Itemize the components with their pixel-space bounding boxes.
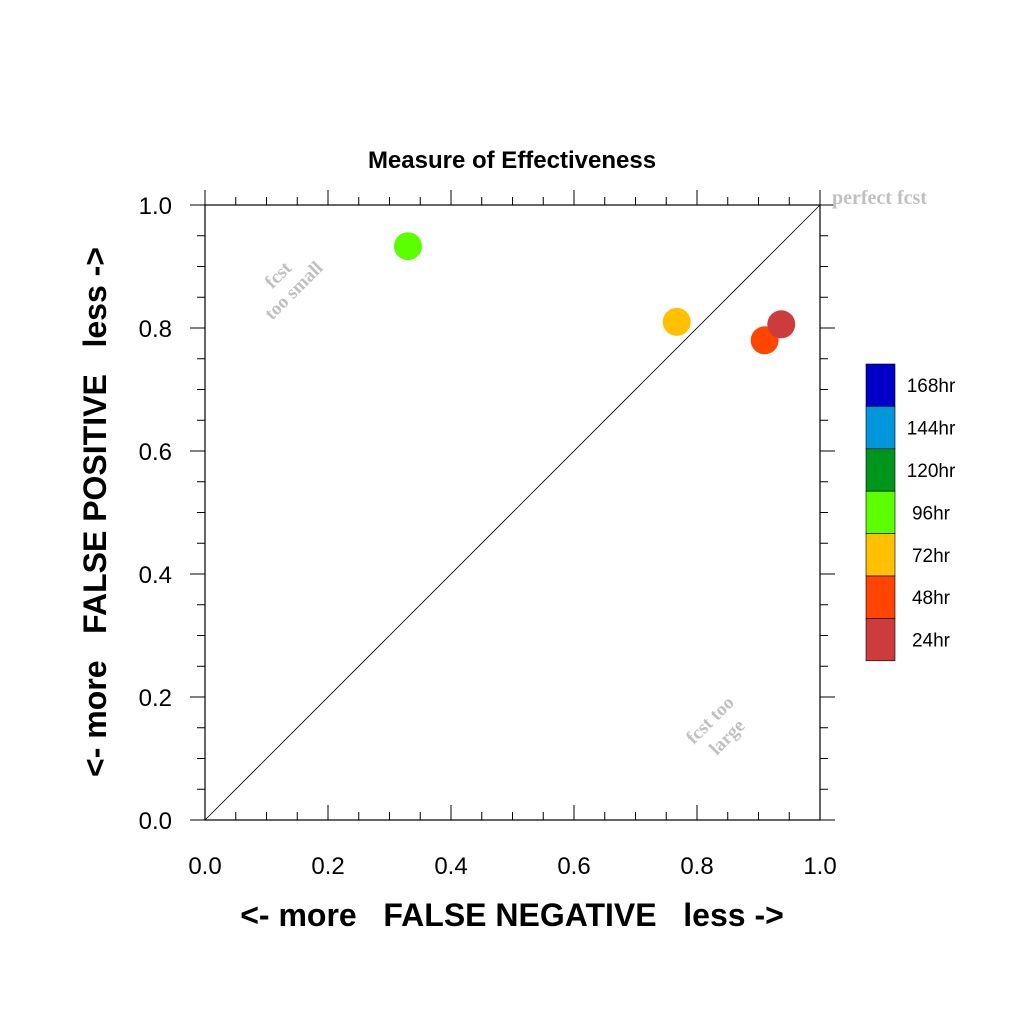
y-tick-label: 0.0 xyxy=(139,808,172,835)
legend-label-48hr: 48hr xyxy=(912,588,951,609)
legend-label-72hr: 72hr xyxy=(912,546,951,567)
x-tick-label: 0.4 xyxy=(434,853,467,880)
y-tick-label: 0.8 xyxy=(139,316,172,343)
x-tick-label: 0.8 xyxy=(680,853,713,880)
legend-swatch-24hr xyxy=(865,618,896,662)
perfect-forecast-diagonal xyxy=(204,204,821,821)
y-tick-label: 0.4 xyxy=(139,562,172,589)
point-72hr xyxy=(662,307,691,336)
annotation-fcst-too-large: fcst too large xyxy=(682,692,749,759)
y-axis-label: <- more FALSE POSITIVE less -> xyxy=(77,247,113,777)
legend-swatch-48hr xyxy=(865,575,896,619)
y-tick-label: 0.2 xyxy=(139,685,172,712)
legend-swatch-72hr xyxy=(865,533,896,577)
legend-label-120hr: 120hr xyxy=(907,461,956,482)
x-tick-label: 0.2 xyxy=(311,853,344,880)
legend-label-24hr: 24hr xyxy=(912,631,951,652)
x-tick-label: 1.0 xyxy=(803,853,836,880)
legend-label-96hr: 96hr xyxy=(912,503,951,524)
point-24hr xyxy=(767,310,796,339)
x-tick-label: 0.6 xyxy=(557,853,590,880)
legend-swatch-144hr xyxy=(865,406,896,450)
data-points xyxy=(393,232,796,355)
x-axis-tick-labels: 0.0 0.2 0.4 0.6 0.8 1.0 xyxy=(188,853,836,880)
chart-title: Measure of Effectiveness xyxy=(368,147,656,174)
y-axis-ticks xyxy=(190,204,835,821)
legend: 168hr 144hr 120hr 96hr 72hr 48hr 24hr xyxy=(865,363,956,662)
legend-swatch-168hr xyxy=(865,363,896,407)
x-axis-ticks xyxy=(204,190,821,820)
legend-label-168hr: 168hr xyxy=(907,376,956,397)
x-tick-label: 0.0 xyxy=(188,853,221,880)
legend-swatch-120hr xyxy=(865,448,896,492)
point-96hr xyxy=(393,232,422,261)
annotation-perfect-fcst: perfect fcst xyxy=(832,187,927,209)
y-axis-tick-labels: 0.0 0.2 0.4 0.6 0.8 1.0 xyxy=(139,193,172,835)
y-tick-label: 0.6 xyxy=(139,439,172,466)
legend-label-144hr: 144hr xyxy=(907,419,956,440)
y-tick-label: 1.0 xyxy=(139,193,172,220)
legend-swatch-96hr xyxy=(865,490,896,534)
x-axis-label: <- more FALSE NEGATIVE less -> xyxy=(240,897,784,933)
annotation-fcst-too-small: fcst too small xyxy=(261,257,328,324)
